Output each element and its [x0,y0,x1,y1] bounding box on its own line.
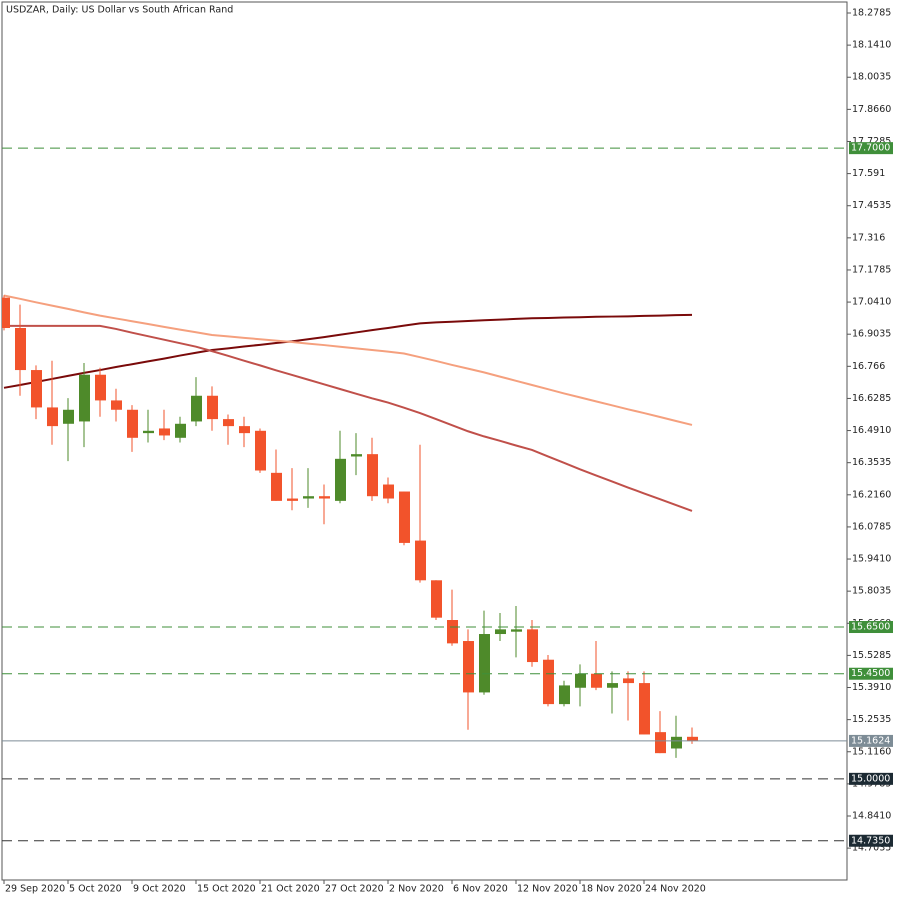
y-tick-label: 17.8660 [852,104,891,115]
candle-body [351,454,362,457]
moving-average [3,313,693,389]
candle-body [399,491,410,543]
y-tick-label: 16.0785 [852,521,891,532]
candle-body [655,732,666,754]
candle-body [559,685,570,705]
candle-body [239,426,250,434]
y-tick-label: 16.6285 [852,393,891,404]
candle-body [15,328,26,371]
candle-body [671,736,682,749]
y-tick-label: 17.7285 [852,136,891,147]
y-tick-label: 17.316 [852,232,885,243]
candle-body [79,374,90,422]
candle-body [2,297,10,329]
level-label: 15.6500 [851,622,890,633]
candle-body [63,409,74,424]
level-label-box [849,621,893,634]
y-tick-label: 18.2785 [852,8,891,19]
candle-body [223,419,234,427]
x-tick-label: 18 Nov 2020 [581,884,642,895]
candle-body [639,683,650,735]
candle-body [335,458,346,501]
x-tick-label: 24 Nov 2020 [645,884,706,895]
plot-frame [1,1,848,881]
level-label-box [849,772,893,785]
level-label-box [849,667,893,680]
y-tick-label: 17.1785 [852,264,891,275]
y-tick-label: 15.5285 [852,650,891,661]
candle-body [367,454,378,497]
candle-body [303,496,314,499]
candle-body [95,374,106,401]
candle-body [543,659,554,705]
moving-average [3,294,693,426]
level-label: 15.4500 [851,668,890,679]
y-tick-label: 17.0410 [852,297,891,308]
price-label-box [849,734,893,747]
y-tick-label: 14.8410 [852,810,891,821]
candle-body [607,683,618,688]
x-tick-label: 5 Oct 2020 [69,884,122,895]
x-tick-label: 29 Sep 2020 [5,884,65,895]
y-tick-label: 16.2160 [852,489,891,500]
candle-body [383,484,394,499]
y-tick-label: 17.4535 [852,200,891,211]
moving-average [4,324,693,512]
candle-body [31,370,42,408]
candle-body [623,678,634,684]
candle-body [127,409,138,438]
candle-body [591,673,602,688]
candle-body [511,629,522,632]
x-tick-label: 21 Oct 2020 [261,884,320,895]
y-tick-label: 15.2535 [852,714,891,725]
y-tick-label: 16.3535 [852,457,891,468]
price-label: 15.1624 [851,735,890,746]
candle-body [191,395,202,422]
level-label-box [849,834,893,847]
chart-title: USDZAR, Daily: US Dollar vs South Africa… [6,5,233,16]
candle-body [47,407,58,427]
level-label-box [849,142,893,155]
candle-body [447,620,458,644]
y-tick-label: 18.1410 [852,40,891,51]
candle-body [287,498,298,501]
candle-body [575,673,586,688]
candle-body [687,736,698,741]
y-tick-label: 15.3910 [852,682,891,693]
candle-body [255,430,266,471]
candle-body [479,634,490,693]
x-tick-label: 2 Nov 2020 [389,884,444,895]
x-tick-label: 15 Oct 2020 [197,884,256,895]
level-label: 17.7000 [851,143,890,154]
candle-body [207,395,218,420]
candle-body [415,540,426,581]
y-tick-label: 15.8035 [852,586,891,597]
x-tick-label: 12 Nov 2020 [517,884,578,895]
x-tick-label: 9 Oct 2020 [133,884,186,895]
candle-body [271,472,282,501]
level-label: 14.7350 [851,835,890,846]
candle-body [463,641,474,693]
candle-body [175,423,186,438]
y-tick-label: 16.766 [852,361,885,372]
x-tick-label: 27 Oct 2020 [325,884,384,895]
y-tick-label: 14.7035 [852,843,891,854]
y-tick-label: 15.9410 [852,554,891,565]
candle-body [111,400,122,410]
y-tick-label: 18.0035 [852,72,891,83]
y-tick-label: 16.9035 [852,329,891,340]
candle-body [431,580,442,618]
level-label: 15.0000 [851,773,890,784]
candle-body [159,428,170,436]
candle-body [495,629,506,635]
candle-body [143,430,154,434]
candle-body [319,496,330,499]
candle-body [527,629,538,663]
y-tick-label: 17.591 [852,168,885,179]
y-tick-label: 16.4910 [852,425,891,436]
y-tick-label: 15.1160 [852,746,891,757]
x-tick-label: 6 Nov 2020 [453,884,508,895]
